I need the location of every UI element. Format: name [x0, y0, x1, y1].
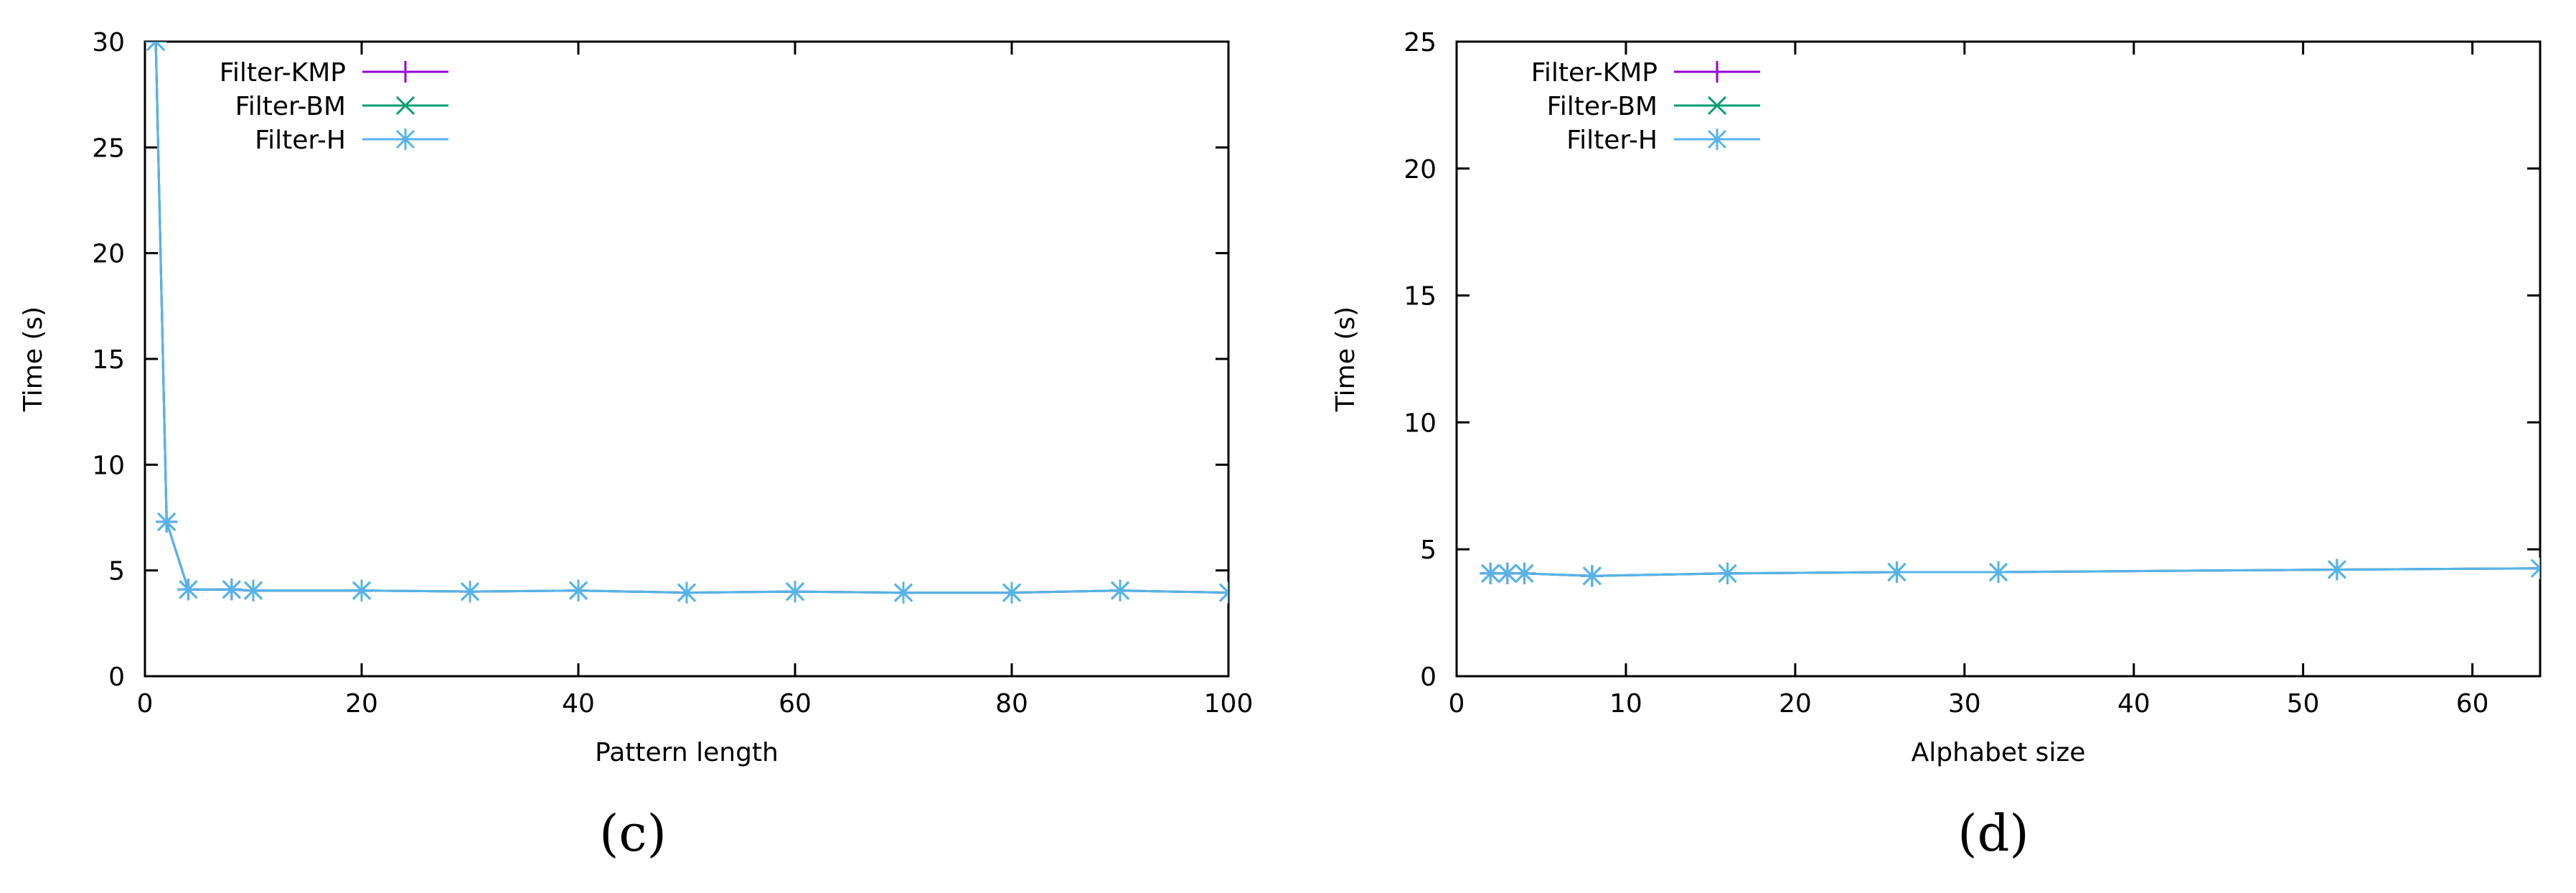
legend-entry-label: Filter-H	[1566, 126, 1658, 155]
series-group	[145, 42, 1228, 604]
y-axis-label: Time (s)	[1331, 307, 1360, 412]
data-point-filter-h	[2326, 558, 2348, 581]
legend-marker	[1706, 61, 1728, 83]
legend-marker	[395, 61, 416, 83]
series-line-filter-bm	[154, 42, 1228, 594]
x-axis-label: Alphabet size	[1912, 738, 2086, 767]
y-tick-label: 20	[92, 240, 125, 269]
data-point-filter-h	[1513, 562, 1536, 584]
x-tick-label: 20	[1779, 689, 1812, 719]
plot-frame	[1455, 40, 2542, 678]
data-point-filter-h	[893, 581, 914, 604]
series-group	[1480, 557, 2540, 587]
legend: Filter-KMP Filter-BM Filter-H	[220, 58, 448, 155]
x-tick-label: 50	[2287, 689, 2320, 719]
y-tick-label: 10	[1404, 408, 1437, 438]
series-line-filter-kmp	[154, 42, 1228, 594]
data-point-filter-h	[2529, 557, 2540, 579]
legend: Filter-KMP Filter-BM Filter-H	[1531, 58, 1760, 155]
legend-entry-label: Filter-KMP	[1531, 58, 1658, 88]
y-tick-label: 30	[92, 28, 125, 57]
x-tick-label: 80	[995, 689, 1028, 719]
x-tick-label: 0	[1449, 689, 1465, 719]
legend-entry-label: Filter-H	[255, 126, 346, 155]
y-tick-label: 0	[1420, 663, 1437, 692]
x-tick-label: 100	[1204, 689, 1254, 719]
data-point-filter-h	[1218, 581, 1228, 604]
data-point-filter-h	[243, 579, 264, 602]
legend-marker	[1707, 95, 1727, 116]
legend-marker	[395, 128, 416, 150]
data-point-filter-h	[784, 581, 806, 603]
data-point-filter-h	[156, 510, 178, 533]
panel-label: (c)	[599, 804, 667, 863]
x-tick-label: 60	[779, 689, 812, 719]
legend-entry-label: Filter-KMP	[220, 58, 346, 88]
data-point-filter-h	[177, 579, 199, 601]
legend-entry-label: Filter-BM	[1547, 92, 1658, 121]
data-point-filter-h	[1109, 579, 1131, 602]
x-axis-label: Pattern length	[595, 738, 779, 767]
y-tick-label: 15	[1404, 282, 1437, 312]
chart-panel-d: 0 10 20 30 40 50 60 0 5 10 15 20 25 Alphabet size Time…	[1331, 28, 2542, 863]
data-point-filter-h	[1988, 561, 2009, 584]
y-tick-label: 5	[1420, 536, 1437, 565]
x-tick-label: 10	[1609, 689, 1642, 719]
x-tick-label: 40	[2117, 689, 2150, 719]
data-point-filter-h	[568, 579, 589, 602]
x-tick-label: 60	[2456, 689, 2489, 719]
data-point-filter-h	[459, 581, 481, 603]
x-tick-label: 30	[1948, 689, 1981, 719]
y-tick-label: 25	[92, 134, 125, 163]
legend-entry-label: Filter-BM	[235, 92, 346, 121]
y-tick-label: 5	[108, 557, 125, 586]
data-point-filter-h	[220, 579, 243, 601]
data-point-filter-h	[145, 42, 167, 52]
legend-marker	[395, 95, 415, 116]
y-tick-label: 25	[1404, 28, 1437, 57]
x-tick-label: 40	[562, 689, 595, 719]
y-tick-label: 10	[92, 451, 125, 480]
data-point-filter-h	[351, 579, 372, 602]
x-tick-label: 0	[137, 689, 154, 719]
series-line-filter-h	[1490, 567, 2540, 577]
series-line-filter-h	[154, 42, 1228, 594]
panel-label: (d)	[1957, 804, 2029, 863]
data-point-filter-h	[676, 581, 697, 604]
y-tick-label: 0	[108, 663, 125, 692]
chart-panel-c: 0 20 40 60 80 100 0 5 10 15 20 25 30 Pattern length Ti…	[19, 28, 1253, 863]
y-axis-label: Time (s)	[19, 307, 48, 412]
data-point-filter-h	[1001, 581, 1023, 604]
data-point-filter-h	[1886, 561, 1908, 584]
y-tick-label: 20	[1404, 155, 1437, 184]
x-tick-label: 20	[345, 689, 378, 719]
data-point-filter-h	[1581, 565, 1603, 587]
data-point-filter-h	[1716, 562, 1739, 584]
y-tick-label: 15	[92, 345, 125, 375]
legend-marker	[1706, 128, 1728, 150]
